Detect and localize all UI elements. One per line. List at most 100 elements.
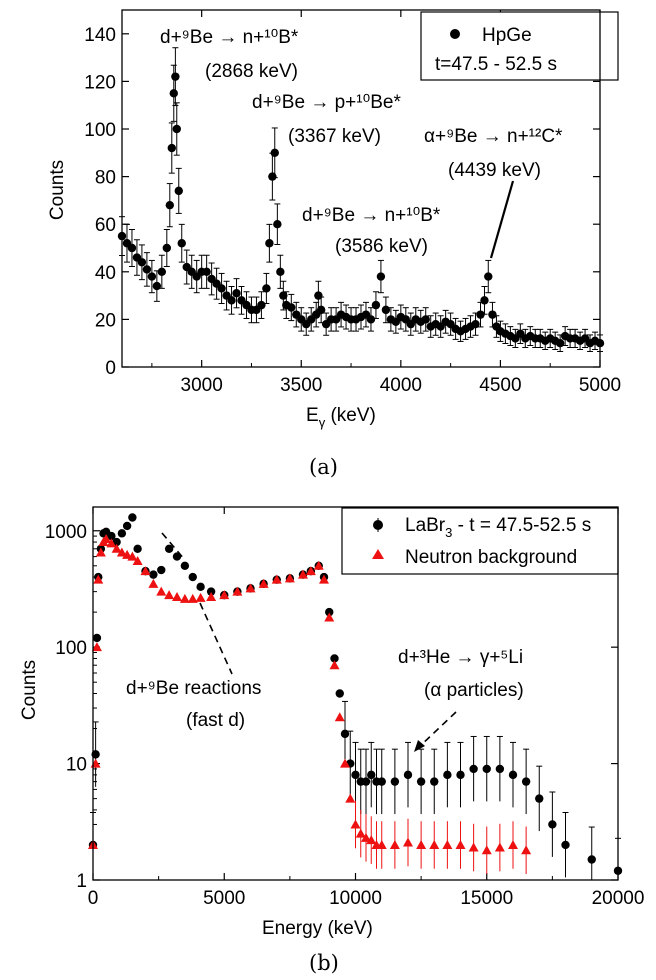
chart-a-annotation-3-line2: (4439 keV) xyxy=(448,160,541,181)
chart-a-point xyxy=(484,272,493,281)
chart-b-point-neutron xyxy=(340,758,350,768)
chart-a-point xyxy=(476,310,485,319)
chart-a-legend-sublabel: t=47.5 - 52.5 s xyxy=(435,54,557,75)
chart-a-point xyxy=(279,291,288,300)
chart-a-point xyxy=(257,300,266,310)
chart-b-point-labr xyxy=(535,794,544,803)
chart-a-point xyxy=(172,124,181,134)
chart-a-annotation-2-line1: d+⁹Be → p+¹⁰Be* xyxy=(252,92,401,113)
chart-b-point-labr xyxy=(149,570,158,579)
chart-b-point-neutron xyxy=(468,842,479,852)
chart-b-ticks: 0 5000 10000 15000 20000 1 10 100 1000 xyxy=(45,507,645,909)
chart-b-point-labr xyxy=(188,572,197,582)
chart-b-caption: (b) xyxy=(309,951,339,975)
chart-a-point xyxy=(421,315,430,324)
chart-b-point-neutron xyxy=(111,543,122,553)
chart-a-point xyxy=(167,143,176,153)
chart-b-annotation-2-line2: (α particles) xyxy=(424,680,524,701)
chart-b-point-labr xyxy=(107,531,116,541)
chart-a-point xyxy=(147,272,157,281)
chart-b-point-neutron xyxy=(258,578,269,588)
chart-b-point-neutron xyxy=(313,560,324,570)
chart-b-point-labr xyxy=(335,689,344,698)
chart-b-point-neutron xyxy=(389,839,400,849)
chart-b-point-labr xyxy=(482,764,491,774)
chart-a-y-axis-label: Counts xyxy=(47,160,68,220)
chart-a-point xyxy=(127,243,137,253)
chart-b-point-labr xyxy=(443,770,452,780)
chart-b-point-labr xyxy=(206,587,216,596)
chart-a-point xyxy=(376,272,386,281)
chart-b-point-neutron xyxy=(219,590,230,600)
chart-b-annotation-1-arrow xyxy=(199,602,233,675)
chart-b-plot-frame xyxy=(92,506,619,881)
chart-a-point xyxy=(227,296,236,305)
chart-a-x-tick-label: 3000 xyxy=(181,375,223,396)
chart-b-point-labr xyxy=(351,770,360,780)
chart-b-point-labr xyxy=(330,654,339,663)
chart-b-point-labr xyxy=(561,840,570,850)
chart-b-point-neutron xyxy=(442,839,453,849)
chart-a-annotation-2-line2: (3367 keV) xyxy=(288,126,381,147)
chart-b-point-neutron xyxy=(334,712,345,722)
chart-b-point-neutron xyxy=(361,832,371,842)
chart-a-point xyxy=(157,267,167,276)
chart-a-y-tick-label: 0 xyxy=(105,358,116,379)
chart-b-point-neutron xyxy=(95,547,106,557)
chart-b-y-tick-label: 100 xyxy=(55,638,87,659)
chart-b-point-neutron xyxy=(156,586,167,596)
chart-a-annotation-4-line2: (3586 keV) xyxy=(335,236,428,257)
chart-b-point-neutron xyxy=(271,574,282,584)
chart-a-point xyxy=(270,148,279,157)
chart-a-annotation-arrow xyxy=(489,180,515,259)
chart-a-point xyxy=(265,239,274,248)
chart-a-plot-frame xyxy=(121,9,601,368)
chart-a-y-tick-label: 100 xyxy=(84,120,116,141)
chart-a-point xyxy=(371,300,381,310)
chart-b-point-neutron xyxy=(376,839,387,849)
chart-b-annotation-2-arrow xyxy=(417,711,457,749)
chart-b-point-labr xyxy=(92,633,102,643)
chart-b-annotation-2-line1: d+³He → γ+⁵Li xyxy=(398,647,523,668)
chart-a-point xyxy=(273,220,282,229)
chart-b-point-neutron xyxy=(305,566,316,576)
chart-b-x-tick-label: 0 xyxy=(88,888,99,909)
chart-b-point-labr xyxy=(122,521,132,531)
chart-a-annotation-3-line1: α+⁹Be → n+¹²C* xyxy=(424,126,563,147)
chart-a-ticks: 3000 3500 4000 4500 5000 0 20 40 60 80 100 120 140 xyxy=(84,10,621,396)
chart-a-annotation-4-line1: d+⁹Be → n+¹⁰B* xyxy=(302,205,441,226)
chart-a-point xyxy=(268,172,277,181)
chart-a-point xyxy=(314,291,323,300)
chart-b-x-tick-label: 5000 xyxy=(203,888,245,909)
chart-a-y-tick-label: 80 xyxy=(95,168,116,189)
chart-b-point-labr xyxy=(456,770,465,780)
chart-b-point-labr xyxy=(340,729,350,739)
chart-b-point-neutron xyxy=(366,835,377,845)
chart-a-point xyxy=(137,258,147,267)
chart-b-point-labr xyxy=(403,770,413,780)
chart-b-point-neutron xyxy=(403,837,413,847)
chart-b-point-neutron xyxy=(329,660,340,670)
chart-a-point xyxy=(366,315,376,324)
chart-b-point-labr xyxy=(430,777,439,786)
chart-b-point-neutron xyxy=(245,583,256,593)
chart-b-point-neutron xyxy=(345,793,356,803)
chart-b-point-labr xyxy=(508,770,518,780)
chart-b-point-labr xyxy=(157,565,166,575)
chart-b-point-labr xyxy=(172,552,182,561)
chart-a-legend-label: HpGe xyxy=(482,25,532,46)
chart-a-point xyxy=(177,239,186,248)
chart-a-annotation-1-line1: d+⁹Be → n+¹⁰B* xyxy=(160,27,299,48)
chart-b-legend-marker-2 xyxy=(372,549,384,559)
chart-b-point-neutron xyxy=(148,578,159,588)
chart-b-point-labr xyxy=(361,777,371,786)
chart-b-x-tick-label: 20000 xyxy=(592,888,645,909)
chart-b-point-labr xyxy=(377,777,386,786)
chart-b-point-neutron xyxy=(164,590,175,600)
chart-a-y-tick-label: 120 xyxy=(84,72,116,93)
chart-a-point xyxy=(381,305,391,315)
chart-a-point xyxy=(276,267,285,276)
chart-b-point-labr xyxy=(367,770,376,780)
chart-b-point-neutron xyxy=(140,566,151,576)
chart-b-point-neutron xyxy=(481,845,492,855)
